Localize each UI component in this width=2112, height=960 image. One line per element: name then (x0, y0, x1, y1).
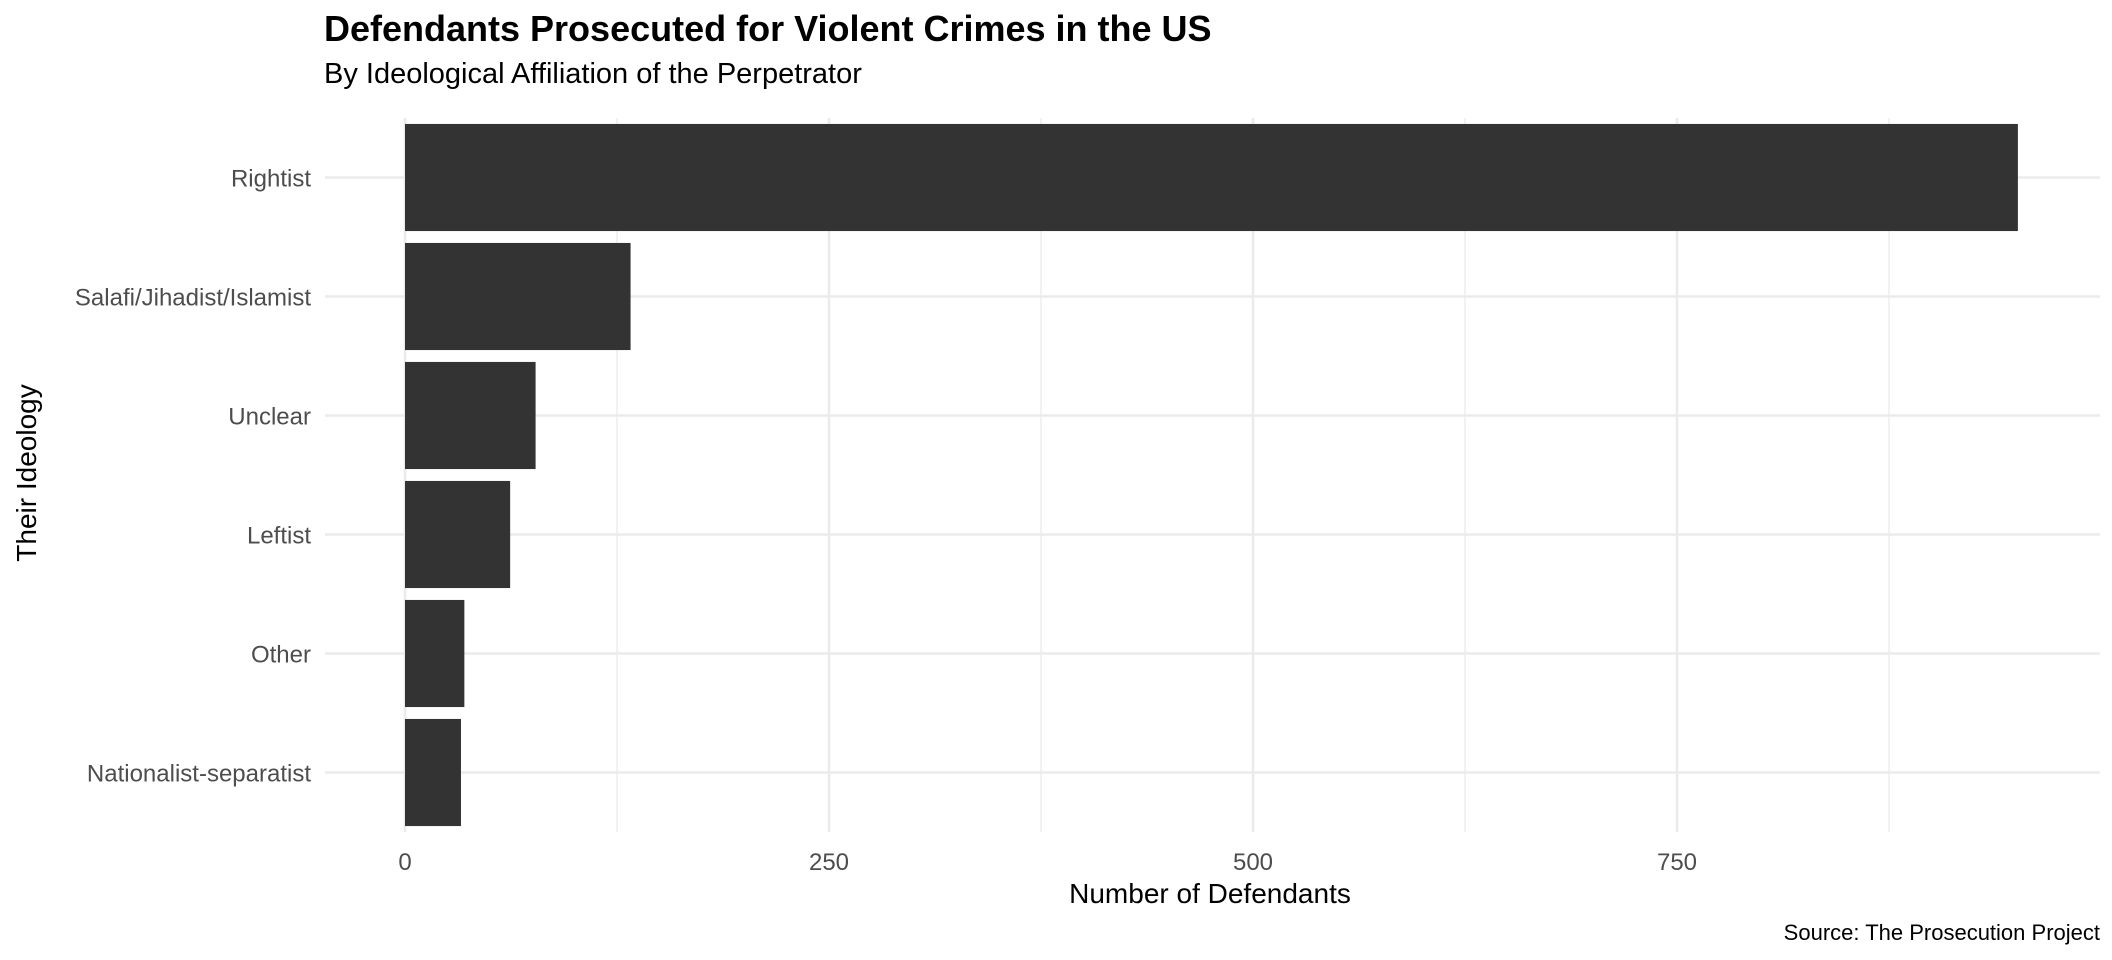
category-label: Nationalist-separatist (87, 761, 311, 788)
x-tick-label: 250 (809, 849, 849, 876)
y-axis-label: Their Ideology (11, 384, 42, 561)
bar-leftist (405, 480, 511, 589)
x-axis-label: Number of Defendants (1069, 878, 1351, 909)
category-label: Unclear (228, 404, 311, 431)
category-labels: Rightist Salafi/Jihadist/Islamist Unclear L… (75, 166, 311, 788)
minor-gridlines (616, 118, 1890, 832)
source-caption: Source: The Prosecution Project (1783, 920, 2100, 945)
major-gridlines (325, 118, 2100, 832)
bar-other (405, 599, 465, 708)
chart-title: Defendants Prosecuted for Violent Crimes… (324, 8, 1212, 49)
category-label: Salafi/Jihadist/Islamist (75, 285, 311, 312)
category-label: Leftist (247, 523, 311, 550)
bars (405, 123, 2018, 827)
category-label: Rightist (231, 166, 311, 193)
bar-salafi-jihadist-islamist (405, 242, 631, 351)
x-tick-label: 500 (1233, 849, 1273, 876)
x-tick-label: 750 (1657, 849, 1697, 876)
bar-rightist (405, 123, 2018, 232)
category-label: Other (251, 642, 311, 669)
bar-unclear (405, 361, 536, 470)
bar-nationalist-separatist (405, 718, 461, 827)
x-tick-labels: 0 250 500 750 (398, 849, 1697, 876)
x-tick-label: 0 (398, 849, 411, 876)
chart-subtitle: By Ideological Affiliation of the Perpet… (324, 58, 862, 90)
